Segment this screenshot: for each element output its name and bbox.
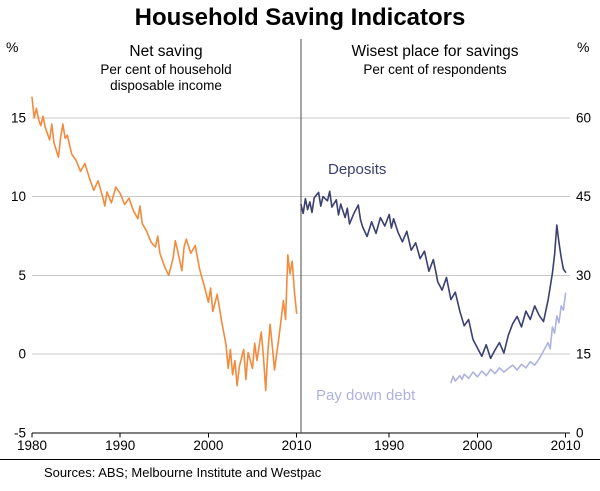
x-tick-label: 1990 (374, 438, 404, 453)
tick-labels-layer: 1980 1990 2000 2010 15 10 5 0 -5 1990 2000 2010 60 45… (11, 110, 591, 453)
right-axis-unit: % (577, 39, 589, 55)
axes-layer (31, 39, 570, 438)
series-layer (31, 96, 567, 392)
x-tick-label: 2010 (551, 438, 581, 453)
chart-canvas: 1980 1990 2000 2010 15 10 5 0 -5 1990 2000 2010 60 45… (6, 39, 591, 453)
y-tick-label: 5 (18, 268, 26, 283)
y-tick-label: 60 (576, 110, 591, 125)
y-tick-label: 30 (576, 268, 591, 283)
y-tick-label: 10 (11, 189, 26, 204)
source-divider-line (0, 459, 600, 460)
x-tick-label: 1990 (105, 438, 135, 453)
pay-down-debt-series-label: Pay down debt (316, 387, 416, 404)
deposits-series-label: Deposits (328, 161, 386, 178)
left-panel-title: Net saving (129, 43, 202, 60)
chart-title: Household Saving Indicators (134, 4, 466, 31)
right-panel-subtitle-1: Per cent of respondents (363, 62, 507, 77)
left-panel-subtitle-1: Per cent of household (100, 62, 231, 77)
deposits-line (300, 190, 567, 360)
y-tick-label: 15 (11, 110, 26, 125)
source-note: Sources: ABS; Melbourne Institute and We… (44, 465, 322, 480)
x-tick-label: 2000 (193, 438, 223, 453)
left-panel-subtitle-2: disposable income (110, 78, 222, 93)
x-tick-label: 1980 (17, 438, 47, 453)
net-saving-line (31, 96, 298, 392)
x-tick-label: 2000 (462, 438, 492, 453)
right-panel-title: Wisest place for savings (351, 43, 518, 60)
pay-down-debt-line (450, 292, 567, 384)
y-tick-label: 45 (576, 189, 591, 204)
left-axis-unit: % (6, 39, 18, 55)
y-tick-label: 0 (576, 426, 584, 441)
y-tick-label: 15 (576, 347, 591, 362)
y-tick-label: -5 (14, 426, 26, 441)
y-tick-label: 0 (18, 347, 26, 362)
chart-figure: Household Saving Indicators 1980 1990 2000… (0, 3, 600, 491)
x-tick-label: 2010 (282, 438, 312, 453)
